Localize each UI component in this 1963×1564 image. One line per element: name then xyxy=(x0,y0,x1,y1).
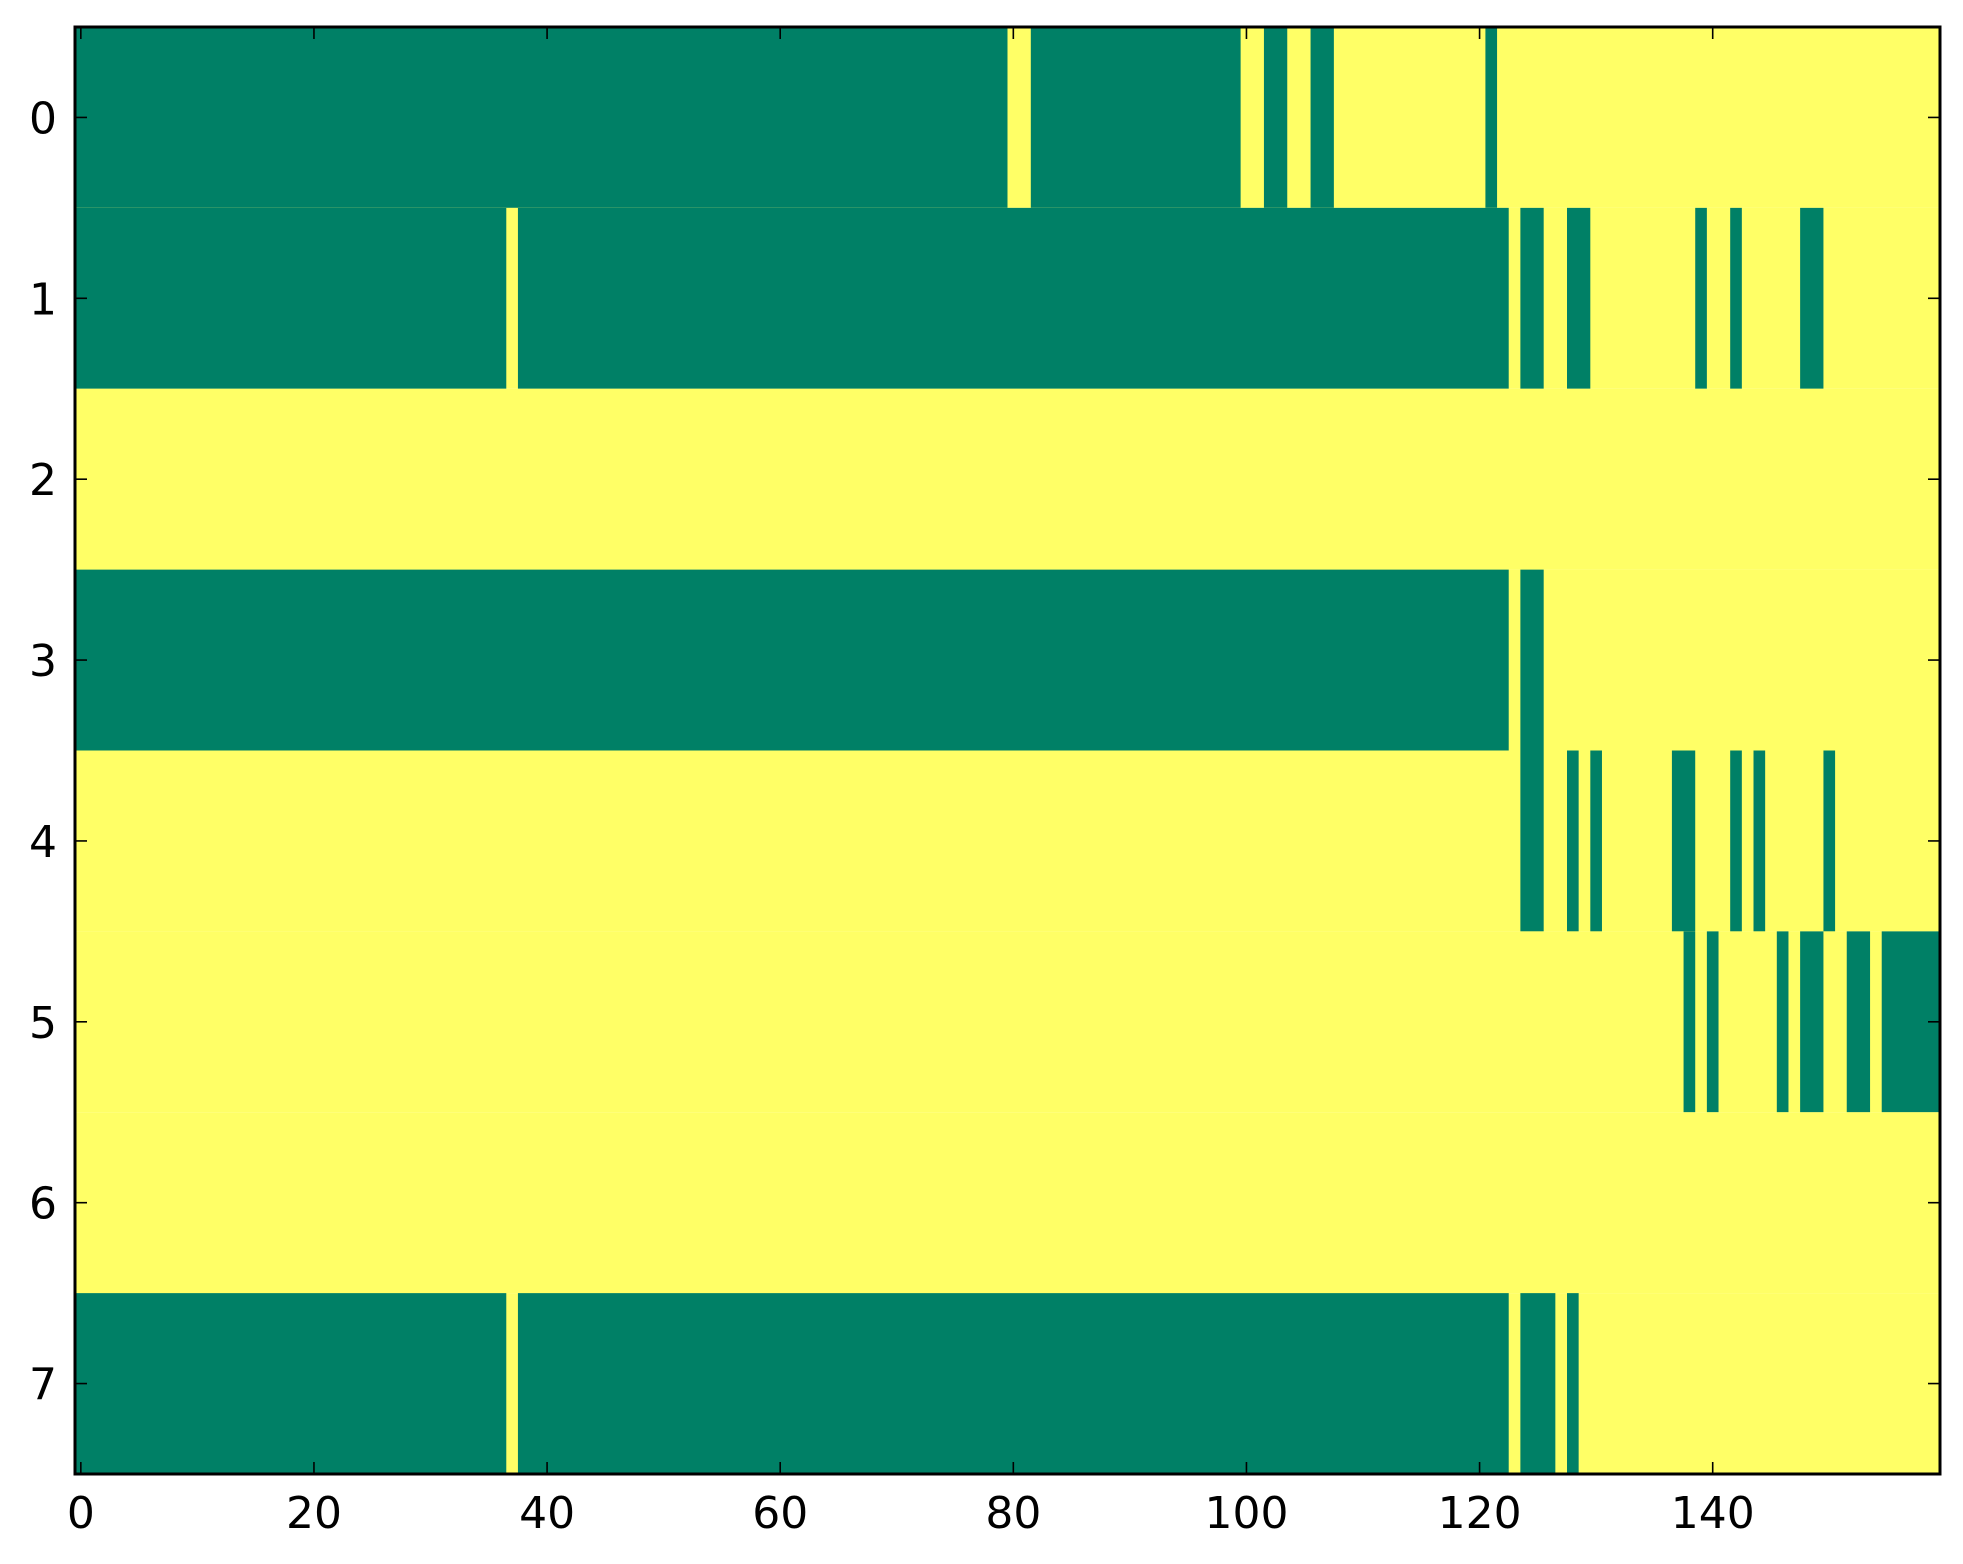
row-4-segment-3 xyxy=(1671,750,1696,932)
y-tick-label: 0 xyxy=(29,93,57,144)
x-tick-label: 20 xyxy=(286,1488,342,1539)
axis-ticks xyxy=(75,27,1940,1474)
row-4-segment-2 xyxy=(1590,750,1602,932)
x-tick-label: 80 xyxy=(985,1488,1041,1539)
row-2-background xyxy=(75,388,1940,570)
x-tick-label: 60 xyxy=(752,1488,808,1539)
row-4-segment-4 xyxy=(1730,750,1742,932)
row-5-background xyxy=(75,931,1940,1113)
y-tick-label: 7 xyxy=(29,1360,57,1411)
plot-frame xyxy=(73,25,1942,1476)
row-0-segment-0 xyxy=(75,27,1008,208)
row-3-segment-0 xyxy=(75,569,1509,751)
x-tick-label: 100 xyxy=(1204,1488,1288,1539)
row-4-segment-1 xyxy=(1567,750,1579,932)
y-axis-tick-labels: 0 1 2 3 4 5 6 7 xyxy=(29,93,57,1410)
row-5-segment-4 xyxy=(1846,931,1871,1113)
row-7-segment-3 xyxy=(1567,1293,1579,1474)
row-7-segment-0 xyxy=(75,1293,507,1474)
row-5-segment-2 xyxy=(1776,931,1789,1113)
row-4-segment-6 xyxy=(1823,750,1836,932)
row-5-segment-1 xyxy=(1706,931,1719,1113)
row-1-segment-5 xyxy=(1730,207,1742,389)
row-7-segment-1 xyxy=(517,1293,1509,1474)
x-tick-label: 0 xyxy=(67,1488,95,1539)
y-tick-label: 5 xyxy=(29,998,57,1049)
row-1-segment-3 xyxy=(1567,207,1591,389)
row-5-segment-3 xyxy=(1800,931,1824,1113)
x-tick-label: 120 xyxy=(1438,1488,1522,1539)
row-6-background xyxy=(75,1112,1940,1294)
y-tick-label: 4 xyxy=(29,817,57,868)
row-1-segment-0 xyxy=(75,207,507,389)
row-3-segment-1 xyxy=(1520,569,1544,751)
row-4-segment-0 xyxy=(1520,750,1544,932)
x-tick-label: 140 xyxy=(1671,1488,1755,1539)
row-0-segment-1 xyxy=(1030,27,1241,208)
x-axis-tick-labels: 0 20 40 60 80 100 120 140 xyxy=(67,1488,1755,1539)
y-tick-label: 2 xyxy=(29,455,57,506)
row-4-background xyxy=(75,750,1940,932)
x-tick-label: 40 xyxy=(519,1488,575,1539)
row-0-segment-4 xyxy=(1485,27,1498,208)
row-0-segment-2 xyxy=(1263,27,1288,208)
row-4-segment-5 xyxy=(1753,750,1766,932)
row-0-segment-3 xyxy=(1310,27,1334,208)
row-5-segment-0 xyxy=(1683,931,1696,1113)
y-tick-label: 1 xyxy=(29,274,57,325)
row-1-segment-6 xyxy=(1800,207,1824,389)
row-1-segment-4 xyxy=(1695,207,1707,389)
row-1-segment-2 xyxy=(1520,207,1544,389)
y-tick-label: 6 xyxy=(29,1179,57,1230)
heatmap-cells xyxy=(75,27,1940,1474)
y-tick-label: 3 xyxy=(29,636,57,687)
row-7-segment-2 xyxy=(1520,1293,1556,1474)
row-1-segment-1 xyxy=(517,207,1509,389)
